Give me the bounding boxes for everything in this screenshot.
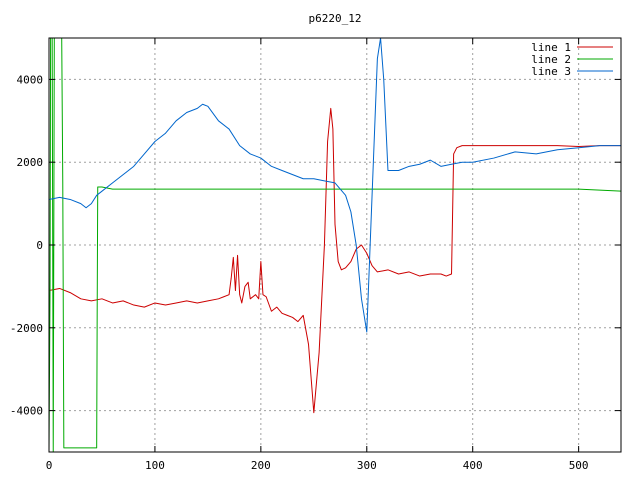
legend-label-1: line 1 — [531, 41, 571, 54]
legend-label-3: line 3 — [531, 65, 571, 78]
x-tick-label: 100 — [145, 459, 165, 472]
x-tick-label: 300 — [357, 459, 377, 472]
y-tick-label: -2000 — [10, 322, 43, 335]
grid — [49, 38, 621, 452]
series-layer — [49, 38, 621, 452]
y-tick-label: 2000 — [17, 156, 44, 169]
x-tick-label: 0 — [46, 459, 53, 472]
x-tick-label: 200 — [251, 459, 271, 472]
series-line-2 — [49, 38, 621, 452]
y-tick-label: 4000 — [17, 73, 44, 86]
series-line-3 — [49, 38, 621, 333]
x-tick-label: 500 — [569, 459, 589, 472]
axis-ticks: 0 100 200 300 400 500 -4000 -2000 0 2000 4000 — [10, 38, 621, 472]
y-tick-label: 0 — [36, 239, 43, 252]
legend-label-2: line 2 — [531, 53, 571, 66]
chart-title: p6220_12 — [309, 12, 362, 25]
x-tick-label: 400 — [463, 459, 483, 472]
y-tick-label: -4000 — [10, 405, 43, 418]
series-line-1 — [49, 107, 621, 414]
